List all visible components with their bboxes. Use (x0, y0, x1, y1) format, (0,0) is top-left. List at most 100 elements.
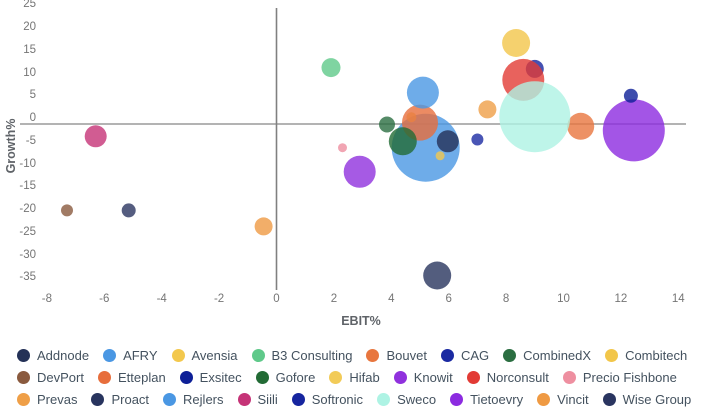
bubble-combitech[interactable] (502, 29, 531, 57)
bubble-proact[interactable] (423, 261, 452, 290)
legend-item-cag[interactable]: CAG (440, 348, 490, 363)
legend-dot-icon (377, 393, 391, 406)
legend-dot-icon (255, 371, 269, 384)
legend-dot-icon (366, 349, 380, 362)
bubble-exsitec[interactable] (623, 88, 638, 103)
bubble-wise-group[interactable] (121, 203, 136, 218)
legend-row: DevPort Etteplan Exsitec Gofore Hifab Knowit N… (17, 370, 697, 385)
legend-dot-icon (329, 371, 343, 384)
legend-label: Gofore (275, 370, 316, 385)
legend-item-exsitec[interactable]: Exsitec (179, 370, 242, 385)
legend-label: Sweco (397, 392, 437, 407)
legend-label: Combitech (625, 348, 688, 363)
legend-item-afry[interactable]: AFRY (103, 348, 158, 363)
legend-item-combitech[interactable]: Combitech (605, 348, 687, 363)
bubble-cag[interactable] (471, 133, 484, 146)
legend-label: Etteplan (117, 370, 166, 385)
legend-item-tietoevry[interactable]: Tietoevry (450, 392, 523, 407)
chart-canvas (20, 8, 686, 290)
legend-dot-icon (103, 349, 117, 362)
legend-dot-icon (179, 371, 193, 384)
legend-label: Exsitec (199, 370, 242, 385)
legend-dot-icon (251, 349, 265, 362)
legend-dot-icon (171, 349, 185, 362)
legend-label: Bouvet (386, 348, 427, 363)
chart-plot-area: Growth% EBIT% 25 20 15 10 5 0 -5 -10 -15 -20 -25 -3… (4, 0, 686, 328)
legend-label: Tietoevry (470, 392, 524, 407)
legend-item-gofore[interactable]: Gofore (255, 370, 316, 385)
bubble-siili[interactable] (84, 125, 107, 148)
legend-label: Rejlers (183, 392, 224, 407)
bubble-rejlers[interactable] (406, 76, 439, 109)
legend-item-precio-fishbone[interactable]: Precio Fishbone (562, 370, 677, 385)
legend-item-prevas[interactable]: Prevas (17, 392, 77, 407)
legend-item-avensia[interactable]: Avensia (171, 348, 238, 363)
legend-label: Hifab (349, 370, 380, 385)
bubble-avensia[interactable] (435, 151, 445, 161)
bubble-b3-consulting[interactable] (321, 58, 341, 78)
legend-dot-icon (393, 371, 407, 384)
bubble-gofore[interactable] (388, 127, 417, 156)
legend-item-etteplan[interactable]: Etteplan (97, 370, 166, 385)
legend-item-bouvet[interactable]: Bouvet (366, 348, 427, 363)
legend-item-vincit[interactable]: Vincit (537, 392, 589, 407)
legend-label: Avensia (191, 348, 238, 363)
legend-label: Norconsult (486, 370, 549, 385)
legend-dot-icon (17, 393, 30, 406)
bubble-combinedx[interactable] (379, 116, 395, 133)
legend-label: Softronic (311, 392, 364, 407)
legend-label: Wise Group (622, 392, 692, 407)
legend-item-addnode[interactable]: Addnode (17, 348, 89, 363)
legend-item-sweco[interactable]: Sweco (377, 392, 436, 407)
legend-dot-icon (237, 393, 251, 406)
legend-item-wise-group[interactable]: Wise Group (602, 392, 692, 407)
legend-dot-icon (17, 349, 30, 362)
legend-dot-icon (537, 393, 551, 406)
bubble-bouvet[interactable] (567, 112, 595, 140)
legend-item-norconsult[interactable]: Norconsult (466, 370, 549, 385)
legend-item-softronic[interactable]: Softronic (291, 392, 364, 407)
legend-dot-icon (440, 349, 454, 362)
legend-dot-icon (17, 371, 30, 384)
legend-dot-icon (291, 393, 305, 406)
legend-label: CAG (460, 348, 490, 363)
legend-dot-icon (562, 371, 576, 384)
bubble-precio-fishbone[interactable] (338, 143, 347, 153)
legend-label: Knowit (413, 370, 453, 385)
legend-item-b3-consulting[interactable]: B3 Consulting (251, 348, 353, 363)
legend-label: Addnode (37, 348, 90, 363)
bubble-tietoevry[interactable] (602, 99, 665, 162)
legend-item-hifab[interactable]: Hifab (329, 370, 380, 385)
legend-item-proact[interactable]: Proact (91, 392, 149, 407)
legend-label: Precio Fishbone (582, 370, 677, 385)
legend-dot-icon (163, 393, 177, 406)
legend-dot-icon (602, 393, 616, 406)
legend-label: CombinedX (523, 348, 592, 363)
bubble-vincit[interactable] (254, 217, 273, 236)
bubble-prevas[interactable] (478, 100, 497, 119)
chart-legend: Addnode AFRY Avensia B3 Consulting Bouvet CAG… (17, 348, 697, 407)
legend-item-devport[interactable]: DevPort (17, 370, 84, 385)
legend-dot-icon (450, 393, 464, 406)
legend-label: DevPort (37, 370, 84, 385)
legend-dot-icon (91, 393, 105, 406)
legend-dot-icon (97, 371, 111, 384)
legend-row: Addnode AFRY Avensia B3 Consulting Bouvet CAG… (17, 348, 697, 363)
legend-dot-icon (503, 349, 517, 362)
legend-item-siili[interactable]: Siili (237, 392, 278, 407)
legend-dot-icon (466, 371, 480, 384)
bubble-knowit[interactable] (343, 155, 376, 188)
bubble-sweco[interactable] (499, 81, 571, 153)
legend-label: Proact (111, 392, 150, 407)
legend-label: Vincit (557, 392, 589, 407)
legend-item-knowit[interactable]: Knowit (393, 370, 453, 385)
y-axis-title: Growth% (4, 118, 18, 174)
legend-dot-icon (605, 349, 619, 362)
bubble-devport[interactable] (61, 204, 73, 217)
bubble-addnode[interactable] (436, 130, 459, 153)
legend-item-rejlers[interactable]: Rejlers (163, 392, 224, 407)
legend-item-combinedx[interactable]: CombinedX (503, 348, 591, 363)
legend-label: B3 Consulting (271, 348, 353, 363)
legend-label: Prevas (37, 392, 78, 407)
